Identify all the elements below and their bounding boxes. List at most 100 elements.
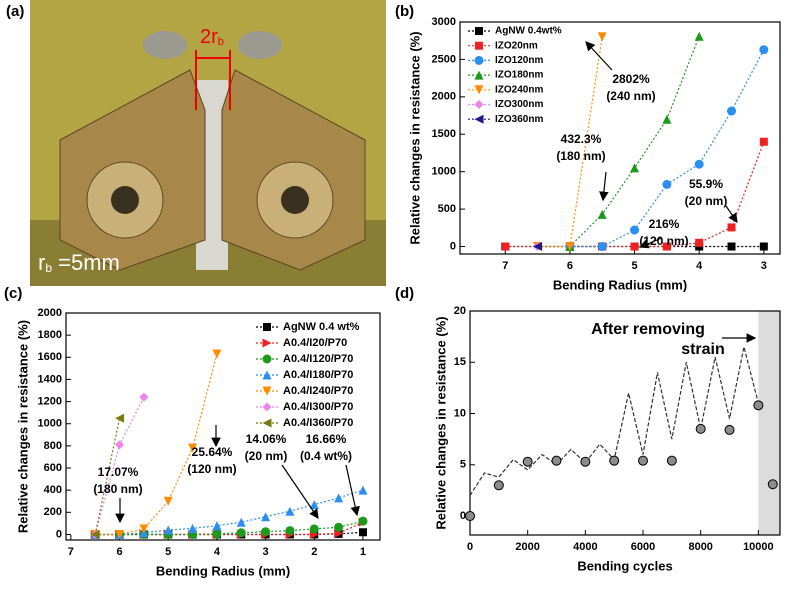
legend-label: IZO180nm — [495, 70, 543, 81]
legend-marker — [475, 41, 483, 50]
legend-marker — [475, 27, 483, 35]
y-tick-label: 1000 — [38, 418, 62, 430]
marker — [261, 512, 271, 522]
marker — [139, 392, 149, 402]
y-tick-label: 1800 — [38, 329, 62, 341]
arrow — [638, 237, 663, 249]
x-axis-label: Bending cycles — [577, 558, 672, 573]
panel-label: (a) — [6, 3, 24, 20]
marker — [759, 137, 768, 146]
annotation: (120 nm) — [187, 462, 236, 476]
legend-label: IZO20nm — [495, 40, 538, 51]
marker — [261, 527, 271, 537]
panel-label: (c) — [4, 285, 22, 302]
legend-marker — [262, 418, 272, 428]
marker — [212, 349, 222, 359]
marker — [662, 114, 672, 124]
marker — [662, 242, 671, 251]
annotation: (0.4 wt%) — [300, 449, 352, 463]
annotation: (20 nm) — [245, 449, 288, 463]
marker — [465, 511, 475, 522]
legend-marker — [474, 114, 484, 124]
arrow — [599, 171, 609, 202]
marker — [694, 159, 704, 169]
annotation: 16.66% — [306, 432, 347, 446]
arrow — [345, 464, 360, 517]
marker — [212, 529, 222, 539]
legend-label: A0.4/I20/P70 — [283, 337, 347, 349]
x-tick-label: 4000 — [573, 541, 597, 553]
x-tick-label: 1 — [360, 546, 366, 558]
series-line — [95, 520, 364, 536]
marker — [565, 242, 575, 252]
marker — [597, 209, 607, 219]
x-tick-label: 4 — [696, 260, 703, 272]
panel-label: (d) — [395, 285, 414, 302]
x-tick-label: 8000 — [688, 541, 712, 553]
shaded-region — [758, 311, 780, 535]
marker — [90, 529, 100, 539]
marker — [115, 529, 125, 539]
marker — [188, 523, 198, 533]
legend-label: IZO240nm — [495, 84, 543, 95]
marker — [638, 455, 649, 466]
annotation: 14.06% — [246, 432, 287, 446]
legend-marker — [262, 386, 272, 396]
legend-label: IZO120nm — [495, 55, 543, 66]
marker — [580, 456, 591, 467]
x-tick-label: 6000 — [631, 541, 655, 553]
legend-marker — [262, 370, 272, 380]
x-axis-label: Bending Radius (mm) — [553, 277, 687, 292]
x-tick-label: 0 — [467, 541, 473, 553]
x-tick-label: 6 — [116, 546, 122, 558]
y-tick-label: 5 — [460, 459, 466, 471]
legend-label: A0.4/I120/P70 — [283, 353, 353, 365]
x-tick-label: 7 — [68, 546, 74, 558]
marker — [309, 500, 319, 510]
legend-label: A0.4/I360/P70 — [283, 417, 353, 429]
plot-frame — [469, 310, 781, 536]
y-tick-label: 1400 — [38, 373, 62, 385]
series-group — [470, 346, 759, 496]
y-tick-label: 15 — [454, 356, 466, 368]
x-tick-label: 6 — [567, 260, 573, 272]
marker — [695, 238, 704, 247]
x-tick-label: 5 — [165, 546, 171, 558]
series-line — [95, 521, 364, 536]
y-axis-label: Relative changes in resistance (%) — [407, 31, 422, 244]
y-tick-label: 0 — [460, 510, 466, 522]
x-tick-label: 2 — [311, 546, 317, 558]
y-tick-label: 2000 — [38, 307, 62, 319]
marker — [358, 516, 368, 526]
annotation: 55.9% — [689, 177, 723, 191]
legend-marker — [474, 70, 484, 80]
x-tick-label: 5 — [631, 260, 637, 272]
photo: 2rb rb =5mm (a) — [6, 0, 386, 286]
annotation: (20 nm) — [685, 194, 728, 208]
x-tick-label: 10000 — [743, 541, 774, 553]
screw-left — [143, 31, 187, 59]
annotation: (120 nm) — [639, 234, 688, 248]
marker — [522, 456, 533, 467]
panel-label: (b) — [395, 3, 414, 20]
series-line — [505, 141, 765, 248]
y-tick-label: 2500 — [432, 53, 456, 65]
legend-marker — [474, 55, 484, 65]
marker — [724, 424, 735, 435]
marker — [309, 524, 319, 534]
y-tick-label: 200 — [44, 506, 62, 518]
legend-marker — [262, 338, 272, 348]
legend-label: IZO300nm — [495, 99, 543, 110]
annotation: 25.64% — [192, 445, 233, 459]
y-tick-label: 1600 — [38, 351, 62, 363]
marker — [358, 528, 367, 537]
marker — [236, 517, 246, 527]
arrow — [585, 41, 613, 71]
annotation: 2802% — [612, 72, 650, 86]
y-tick-label: 800 — [44, 440, 62, 452]
marker — [115, 413, 125, 423]
marker — [493, 480, 504, 491]
marker — [666, 455, 677, 466]
y-axis-label: Relative changes in resistance (%) — [433, 316, 448, 529]
y-tick-label: 3000 — [432, 16, 456, 28]
